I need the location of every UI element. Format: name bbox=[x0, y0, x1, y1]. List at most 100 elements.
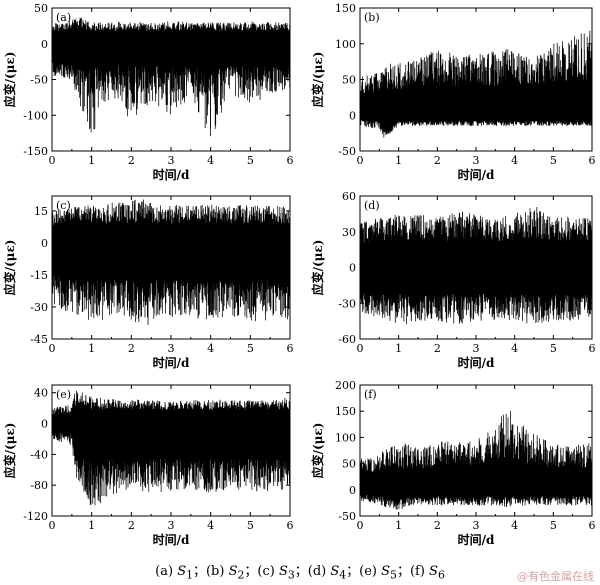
panel-label: (f) bbox=[364, 388, 377, 401]
y-axis-label: 应变/(με) bbox=[310, 240, 325, 296]
y-tick-label: -15 bbox=[30, 269, 48, 282]
strain-trace-series bbox=[52, 17, 290, 137]
x-tick-label: 1 bbox=[88, 519, 95, 532]
y-tick-label: -30 bbox=[30, 301, 48, 314]
x-tick-label: 3 bbox=[168, 519, 175, 532]
caption-symbol: S bbox=[381, 564, 391, 579]
x-tick-label: 0 bbox=[49, 519, 56, 532]
caption-text: ；(c) bbox=[244, 564, 279, 579]
x-axis-label: 时间/d bbox=[153, 167, 190, 182]
caption-symbol: S bbox=[330, 564, 340, 579]
y-axis-label: 应变/(με) bbox=[2, 423, 17, 479]
y-tick-label: 50 bbox=[342, 74, 356, 87]
y-axis-label: 应变/(με) bbox=[2, 240, 17, 296]
caption-text: (a) bbox=[155, 564, 178, 579]
caption-symbol: S bbox=[429, 564, 438, 579]
y-tick-label: 0 bbox=[41, 237, 48, 250]
y-tick-label: -50 bbox=[338, 510, 356, 523]
x-tick-label: 4 bbox=[207, 519, 214, 532]
x-tick-label: 5 bbox=[550, 154, 557, 167]
y-tick-label: 0 bbox=[349, 262, 356, 275]
x-tick-label: 5 bbox=[247, 342, 254, 355]
panel-label: (e) bbox=[56, 388, 71, 401]
x-tick-label: 1 bbox=[88, 342, 95, 355]
panel-label: (a) bbox=[56, 11, 71, 24]
panel-label: (b) bbox=[364, 11, 380, 24]
x-tick-label: 3 bbox=[473, 519, 480, 532]
watermark: @有色金属在线 bbox=[517, 570, 594, 583]
x-tick-label: 0 bbox=[357, 154, 364, 167]
chart-panel-c: 0 1 2 3 4 5 6 15 0 -15 -30 -45 (c) 时间/d 应变/(με) bbox=[2, 195, 294, 370]
x-tick-label: 2 bbox=[434, 342, 441, 355]
caption-symbol: S bbox=[278, 564, 288, 579]
y-axis-label: 应变/(με) bbox=[310, 423, 325, 479]
x-tick-label: 6 bbox=[287, 154, 294, 167]
y-tick-label: 50 bbox=[34, 2, 48, 15]
strain-trace-series bbox=[52, 199, 290, 325]
y-tick-label: 60 bbox=[342, 190, 356, 203]
caption-text: ；(b) bbox=[192, 564, 229, 579]
chart-panel-d: 0 1 2 3 4 5 6 60 30 0 -30 -60 (d) 时间/d 应变/(με) bbox=[310, 190, 596, 370]
x-tick-label: 6 bbox=[287, 519, 294, 532]
y-axis-label: 应变/(με) bbox=[310, 52, 325, 108]
x-axis-label: 时间/d bbox=[153, 355, 190, 370]
x-tick-label: 3 bbox=[473, 342, 480, 355]
x-tick-label: 1 bbox=[395, 154, 402, 167]
figure-caption: (a) S1；(b) S2；(c) S3；(d) S4；(e) S5；(f) S… bbox=[0, 560, 600, 582]
y-tick-label: 100 bbox=[335, 38, 356, 51]
strain-trace-series bbox=[360, 410, 592, 510]
x-tick-label: 4 bbox=[207, 154, 214, 167]
caption-text: ；(f) bbox=[396, 564, 430, 579]
panel-label: (c) bbox=[56, 199, 71, 212]
y-tick-label: 200 bbox=[335, 379, 356, 392]
caption-symbol: S bbox=[177, 564, 187, 579]
caption-subscript: 1 bbox=[186, 568, 193, 582]
x-tick-label: 2 bbox=[434, 519, 441, 532]
y-tick-label: 15 bbox=[34, 205, 48, 218]
x-tick-label: 5 bbox=[550, 519, 557, 532]
chart-panel-e: 0 1 2 3 4 5 6 40 0 -40 -80 -120 (e) 时间/d 应变/(με) bbox=[2, 384, 294, 547]
x-tick-label: 3 bbox=[473, 154, 480, 167]
x-axis-label: 时间/d bbox=[458, 167, 495, 182]
x-tick-label: 6 bbox=[589, 342, 596, 355]
x-axis-label: 时间/d bbox=[458, 355, 495, 370]
y-tick-label: 0 bbox=[349, 109, 356, 122]
x-tick-label: 3 bbox=[168, 342, 175, 355]
x-tick-label: 0 bbox=[357, 519, 364, 532]
panel-label: (d) bbox=[364, 199, 380, 212]
y-tick-label: 30 bbox=[342, 226, 356, 239]
y-tick-label: 40 bbox=[34, 387, 48, 400]
strain-trace-series bbox=[360, 207, 592, 325]
x-tick-label: 2 bbox=[128, 154, 135, 167]
x-tick-label: 0 bbox=[357, 342, 364, 355]
x-tick-label: 1 bbox=[395, 519, 402, 532]
caption-subscript: 6 bbox=[437, 568, 445, 582]
y-tick-label: -50 bbox=[30, 74, 48, 87]
caption-text: ；(e) bbox=[346, 564, 382, 579]
x-tick-label: 4 bbox=[511, 519, 518, 532]
strain-trace-series bbox=[52, 390, 290, 506]
caption-subscript: 3 bbox=[287, 568, 295, 582]
x-tick-label: 6 bbox=[287, 342, 294, 355]
y-tick-label: -50 bbox=[338, 145, 356, 158]
x-tick-label: 5 bbox=[247, 519, 254, 532]
chart-panel-a: 0 1 2 3 4 5 6 50 0 -50 -100 -150 (a) 时间/d 应变/(με) bbox=[2, 2, 294, 182]
caption-subscript: 5 bbox=[390, 568, 397, 582]
x-tick-label: 4 bbox=[511, 154, 518, 167]
x-tick-label: 5 bbox=[550, 342, 557, 355]
x-tick-label: 6 bbox=[589, 154, 596, 167]
x-tick-label: 0 bbox=[49, 342, 56, 355]
x-axis-label: 时间/d bbox=[153, 532, 190, 547]
y-tick-label: -80 bbox=[30, 479, 48, 492]
y-tick-label: -60 bbox=[338, 333, 356, 346]
caption-text: ；(d) bbox=[294, 564, 331, 579]
y-tick-label: -40 bbox=[30, 448, 48, 461]
x-tick-label: 3 bbox=[168, 154, 175, 167]
y-tick-label: 100 bbox=[335, 431, 356, 444]
caption-subscript: 4 bbox=[339, 568, 347, 582]
y-tick-label: -30 bbox=[338, 297, 356, 310]
y-tick-label: 150 bbox=[335, 405, 356, 418]
